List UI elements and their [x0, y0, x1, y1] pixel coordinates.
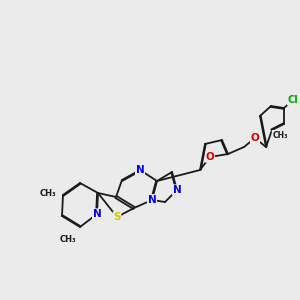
Text: Cl: Cl [288, 95, 298, 105]
Text: O: O [206, 152, 214, 162]
Text: CH₃: CH₃ [40, 188, 56, 197]
Text: S: S [113, 212, 121, 222]
Text: O: O [250, 133, 260, 143]
Text: N: N [136, 165, 144, 175]
Text: CH₃: CH₃ [272, 130, 288, 140]
Text: N: N [148, 195, 156, 205]
Text: N: N [93, 209, 101, 219]
Text: CH₃: CH₃ [60, 236, 76, 244]
Text: N: N [172, 185, 182, 195]
Text: N: N [148, 195, 156, 205]
